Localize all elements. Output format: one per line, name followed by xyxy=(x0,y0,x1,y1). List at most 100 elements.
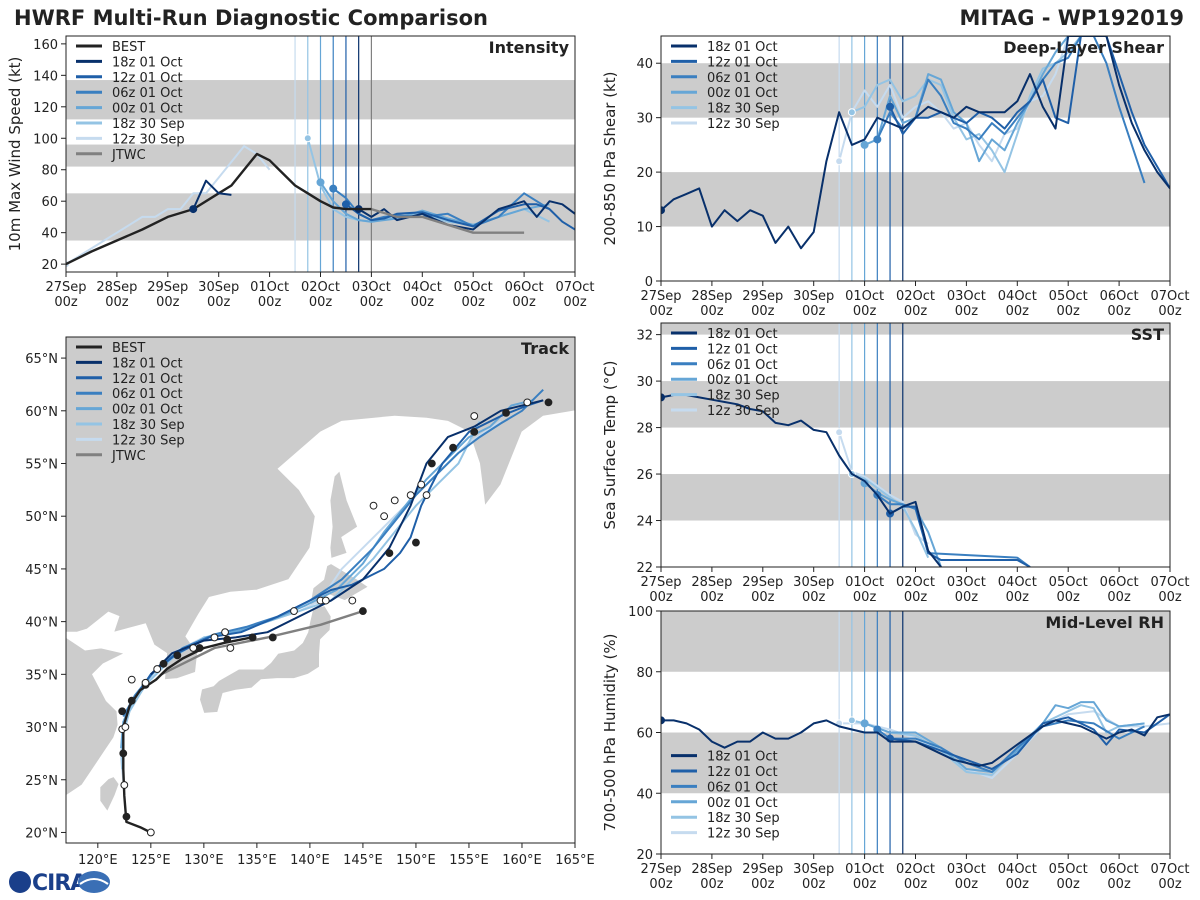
x-tick-label: 03Oct xyxy=(947,575,986,590)
y-tick-label: 60 xyxy=(636,727,653,742)
x-tick-label: 00z xyxy=(563,295,587,310)
init-point-marker xyxy=(860,140,869,149)
track-open-marker xyxy=(380,512,389,521)
x-tick-label: 01Oct xyxy=(845,575,884,590)
lon-tick-label: 145°E xyxy=(343,853,383,868)
series-line-jtwc xyxy=(371,207,525,234)
track-position-marker xyxy=(412,538,420,547)
series-line-12z-01-oct xyxy=(889,36,1170,189)
track-open-marker xyxy=(120,781,129,789)
x-tick-label: 30Sep xyxy=(198,280,239,295)
legend-label: 12z 30 Sep xyxy=(112,132,185,147)
track-position-marker xyxy=(118,707,127,716)
x-tick-label: 00z xyxy=(1006,304,1030,319)
land-mass xyxy=(199,605,332,714)
y-tick-label: 80 xyxy=(41,164,58,179)
x-tick-label: 00z xyxy=(853,590,877,605)
x-tick-label: 04Oct xyxy=(998,289,1037,304)
legend-label: 12z 01 Oct xyxy=(707,342,778,357)
track-position-marker xyxy=(470,427,479,436)
x-tick-label: 00z xyxy=(700,877,724,892)
x-tick-label: 00z xyxy=(1107,304,1131,319)
legend-label: 18z 30 Sep xyxy=(112,117,185,132)
track-position-marker xyxy=(427,459,436,468)
track-open-marker xyxy=(127,675,136,684)
y-tick-label: 80 xyxy=(636,666,653,681)
track-open-marker xyxy=(523,398,532,407)
track-open-marker xyxy=(189,644,198,652)
series-line-12z-01-oct xyxy=(345,203,575,231)
track-open-marker xyxy=(290,607,298,615)
legend-label: 12z 01 Oct xyxy=(112,71,183,86)
land-mass xyxy=(99,776,120,813)
plot-area xyxy=(661,36,1170,281)
series-line-18z-01-oct xyxy=(661,713,1170,767)
track-open-marker xyxy=(406,491,415,500)
x-tick-label: 01Oct xyxy=(250,280,289,295)
y-tick-label: 30 xyxy=(636,375,653,390)
series-line-18z-01-oct xyxy=(358,200,575,231)
x-tick-label: 04Oct xyxy=(998,862,1037,877)
track-line-jtwc xyxy=(160,609,364,676)
legend-label: 06z 01 Oct xyxy=(112,387,183,402)
x-tick-label: 00z xyxy=(649,590,673,605)
legend-label: 18z 01 Oct xyxy=(112,55,183,70)
track-position-marker xyxy=(544,398,553,407)
legend-label: 18z 30 Sep xyxy=(707,102,780,117)
x-tick-label: 03Oct xyxy=(352,280,391,295)
x-tick-label: 00z xyxy=(1057,877,1081,892)
track-position-marker xyxy=(119,749,128,758)
x-tick-label: 02Oct xyxy=(896,575,935,590)
series-line-06z-01-oct xyxy=(876,36,1146,184)
lon-tick-label: 140°E xyxy=(290,853,330,868)
x-tick-label: 00z xyxy=(54,295,78,310)
y-tick-label: 30 xyxy=(636,112,653,127)
y-tick-label: 100 xyxy=(33,132,58,147)
lat-tick-label: 25°N xyxy=(25,774,58,789)
y-tick-label: 160 xyxy=(33,38,58,53)
x-tick-label: 28Sep xyxy=(691,289,732,304)
x-tick-label: 05Oct xyxy=(1049,289,1088,304)
y-tick-label: 22 xyxy=(636,561,653,576)
y-tick-label: 140 xyxy=(33,69,58,84)
track-open-marker xyxy=(369,501,378,510)
init-point-marker xyxy=(189,205,198,214)
track-position-marker xyxy=(385,549,394,558)
plot-area xyxy=(66,36,575,272)
y-axis-label: 10m Max Wind Speed (kt) xyxy=(6,57,24,252)
map-frame xyxy=(65,336,576,844)
lat-tick-label: 30°N xyxy=(25,721,58,736)
series-line-18z-30-sep xyxy=(851,473,930,559)
track-open-marker xyxy=(390,496,399,505)
series-line-18z-30-sep xyxy=(851,36,1082,174)
x-tick-label: 05Oct xyxy=(1049,862,1088,877)
legend-label: 06z 01 Oct xyxy=(707,358,778,373)
x-tick-label: 00z xyxy=(751,304,775,319)
track-open-marker xyxy=(470,412,479,420)
x-tick-label: 30Sep xyxy=(793,575,834,590)
x-tick-label: 07Oct xyxy=(555,280,594,295)
panel-title: SST xyxy=(1131,325,1164,344)
series-line-18z-01-oct xyxy=(661,36,1170,250)
chart-rh: 2040608010027Sep00z28Sep00z29Sep00z30Sep… xyxy=(601,605,1190,892)
x-tick-label: 00z xyxy=(512,295,536,310)
y-tick-label: 24 xyxy=(636,515,653,530)
track-position-marker xyxy=(449,443,457,452)
init-point-marker xyxy=(847,108,856,117)
legend-label: 00z 01 Oct xyxy=(112,102,183,117)
legend-label: 18z 30 Sep xyxy=(707,811,780,826)
map-area xyxy=(66,337,575,843)
track-position-marker xyxy=(223,635,232,644)
legend-label: 00z 01 Oct xyxy=(707,373,778,388)
shaded-band xyxy=(661,381,1170,428)
x-tick-label: 00z xyxy=(649,304,673,319)
shaded-band xyxy=(661,474,1170,521)
lon-tick-label: 120°E xyxy=(78,853,118,868)
y-tick-label: 40 xyxy=(636,787,653,802)
land-mass xyxy=(66,636,126,797)
track-open-marker xyxy=(321,596,330,605)
legend-label: 06z 01 Oct xyxy=(112,86,183,101)
x-tick-label: 00z xyxy=(955,304,979,319)
series-line-18z-01-oct-aux xyxy=(192,179,232,210)
